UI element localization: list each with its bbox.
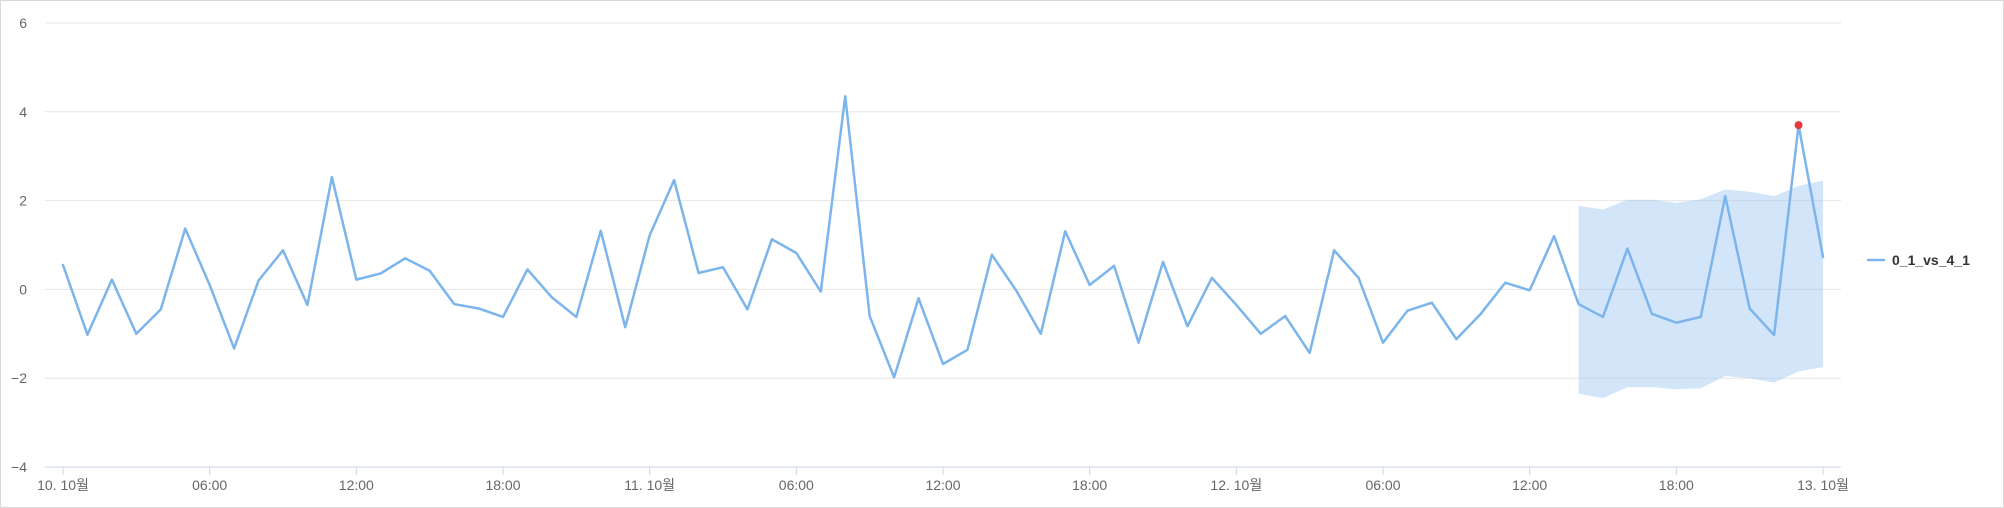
x-tick-label: 12:00 xyxy=(339,477,374,493)
forecast-band xyxy=(1579,181,1823,399)
x-tick-label: 13. 10월 xyxy=(1797,477,1849,493)
x-tick-label: 18:00 xyxy=(1072,477,1107,493)
y-axis-labels: −4 −2 0 2 4 6 xyxy=(11,15,27,475)
legend[interactable]: 0_1_vs_4_1 xyxy=(1867,252,1970,268)
x-tick-label: 12:00 xyxy=(1512,477,1547,493)
x-tick-label: 18:00 xyxy=(1659,477,1694,493)
x-tick-label: 06:00 xyxy=(192,477,227,493)
y-tick-label: 0 xyxy=(19,281,27,297)
x-tick-label: 11. 10월 xyxy=(624,477,675,493)
anomaly-point[interactable] xyxy=(1795,121,1803,129)
legend-label[interactable]: 0_1_vs_4_1 xyxy=(1892,252,1970,268)
y-tick-label: 2 xyxy=(19,193,27,209)
x-tick-label: 12:00 xyxy=(925,477,960,493)
x-tick-label: 06:00 xyxy=(779,477,814,493)
x-tick-label: 18:00 xyxy=(485,477,520,493)
x-tick-label: 12. 10월 xyxy=(1210,477,1262,493)
y-tick-label: −4 xyxy=(11,459,27,475)
series-line[interactable] xyxy=(63,96,1823,377)
anomaly-marker-layer xyxy=(1795,121,1803,129)
x-axis-labels: 10. 10월 06:00 12:00 18:00 11. 10월 06:00 12:00 1… xyxy=(37,477,1849,493)
x-tick-label: 10. 10월 xyxy=(37,477,89,493)
y-tick-label: 6 xyxy=(19,15,27,31)
series-layer xyxy=(63,96,1823,377)
forecast-band-layer xyxy=(1579,181,1823,399)
y-tick-label: −2 xyxy=(11,370,27,386)
x-axis xyxy=(45,467,1841,475)
x-tick-label: 06:00 xyxy=(1365,477,1400,493)
grid-layer xyxy=(45,23,1841,378)
y-tick-label: 4 xyxy=(19,104,27,120)
